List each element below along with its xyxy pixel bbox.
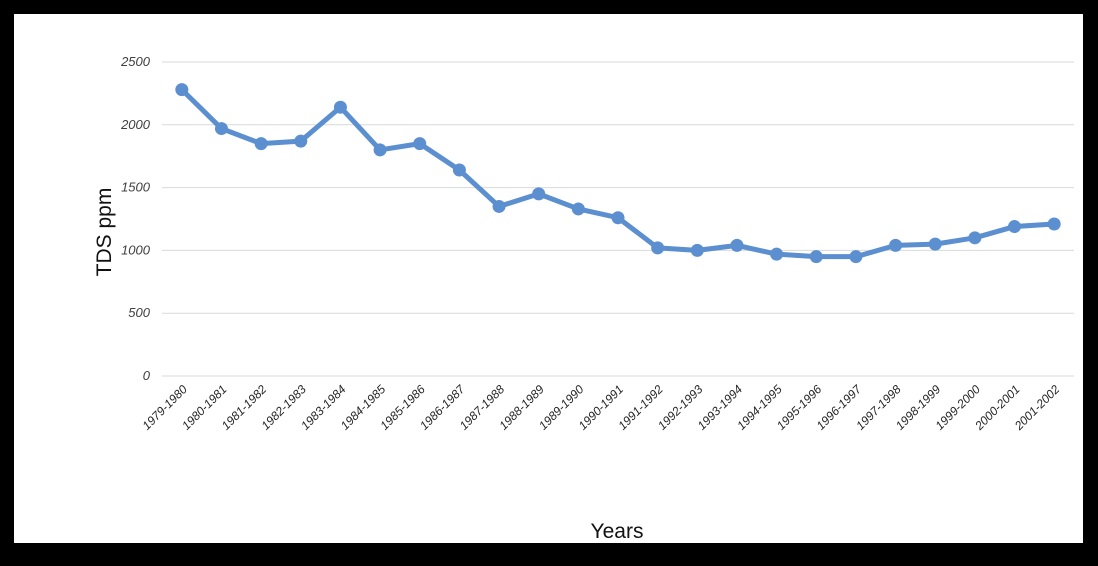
- data-point: [214, 122, 228, 136]
- data-point: [333, 100, 347, 114]
- data-point: [651, 241, 665, 255]
- data-point: [611, 211, 625, 225]
- data-point: [452, 163, 466, 177]
- data-point: [1047, 217, 1061, 231]
- data-point: [254, 137, 268, 151]
- data-point: [1008, 220, 1022, 234]
- data-point: [809, 250, 823, 264]
- chart-frame: 0 500 1000 1500 2000 2500 1979-1980 1980-1981 1…: [12, 12, 1085, 545]
- data-point: [373, 143, 387, 157]
- data-point: [770, 247, 784, 261]
- data-point: [889, 238, 903, 252]
- data-point: [928, 237, 942, 251]
- y-tick-label: 500: [128, 305, 150, 320]
- data-point: [690, 243, 704, 257]
- data-point: [492, 199, 506, 213]
- x-axis-title: Years: [591, 520, 644, 543]
- data-point: [532, 187, 546, 201]
- y-tick-label: 2000: [120, 117, 151, 132]
- data-point: [294, 134, 308, 148]
- y-tick-label: 0: [143, 368, 151, 383]
- y-tick-label: 2500: [120, 54, 151, 69]
- y-tick-label: 1500: [121, 180, 151, 195]
- data-point: [730, 238, 744, 252]
- data-point: [175, 83, 189, 97]
- data-point: [968, 231, 982, 245]
- data-point: [413, 137, 427, 151]
- data-point: [571, 202, 585, 216]
- series-line: [179, 87, 1057, 260]
- y-axis-title: TDS ppm: [93, 188, 116, 277]
- data-point: [849, 250, 863, 264]
- y-tick-label: 1000: [121, 242, 151, 257]
